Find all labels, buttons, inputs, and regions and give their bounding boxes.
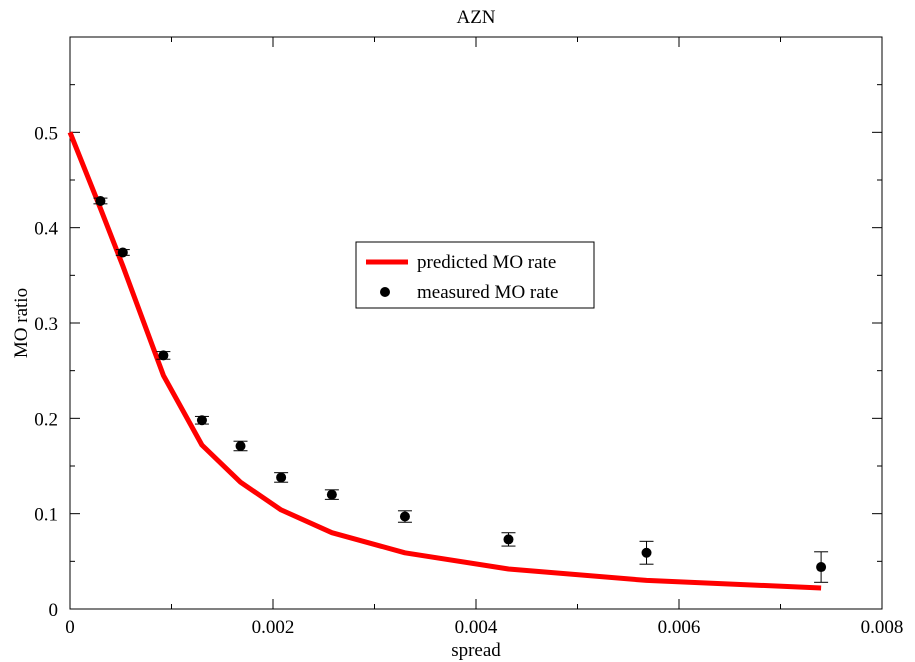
legend-marker-swatch — [380, 287, 390, 297]
data-point — [326, 489, 337, 500]
y-tick-label: 0 — [49, 600, 59, 621]
legend: predicted MO rate measured MO rate — [355, 241, 595, 309]
data-point — [117, 247, 128, 258]
measured-point — [639, 540, 654, 565]
data-point — [235, 440, 246, 451]
measured-point — [274, 472, 289, 483]
y-tick-label: 0.4 — [34, 219, 58, 240]
predicted-line — [67, 131, 822, 591]
x-tick-label: 0.004 — [455, 617, 498, 638]
data-point — [158, 350, 169, 361]
x-tick-label: 0.008 — [861, 617, 904, 638]
data-point — [816, 562, 827, 573]
x-tick-label: 0 — [65, 617, 75, 638]
x-tick-label: 0.002 — [252, 617, 295, 638]
series — [67, 131, 829, 591]
x-tick-label: 0.006 — [658, 617, 701, 638]
legend-box — [355, 241, 595, 309]
ticks: 0 0.002 0.004 0.006 0.008 0 0.1 0.2 0.3 0.4 0.5 — [34, 37, 903, 638]
measured-point — [156, 350, 171, 361]
measured-point — [814, 551, 829, 583]
legend-label-measured: measured MO rate — [417, 282, 558, 303]
data-point — [641, 547, 652, 558]
measured-point — [324, 489, 339, 500]
y-tick-label: 0.5 — [34, 123, 58, 144]
measured-point — [194, 415, 209, 426]
data-point — [196, 415, 207, 426]
measured-point — [397, 510, 412, 523]
data-point — [399, 511, 410, 522]
x-axis-title: spread — [451, 640, 501, 661]
measured-point — [501, 532, 516, 547]
y-tick-label: 0.2 — [34, 409, 58, 430]
legend-label-predicted: predicted MO rate — [417, 252, 556, 273]
measured-point — [115, 247, 130, 258]
measured-point — [93, 195, 108, 206]
data-point — [95, 195, 106, 206]
chart-title: AZN — [456, 7, 495, 28]
y-tick-label: 0.3 — [34, 314, 58, 335]
plot-frame — [69, 36, 883, 610]
data-point — [503, 534, 514, 545]
y-axis-title: MO ratio — [11, 288, 32, 358]
data-point — [276, 472, 287, 483]
y-tick-label: 0.1 — [34, 505, 58, 526]
measured-point — [233, 440, 248, 452]
